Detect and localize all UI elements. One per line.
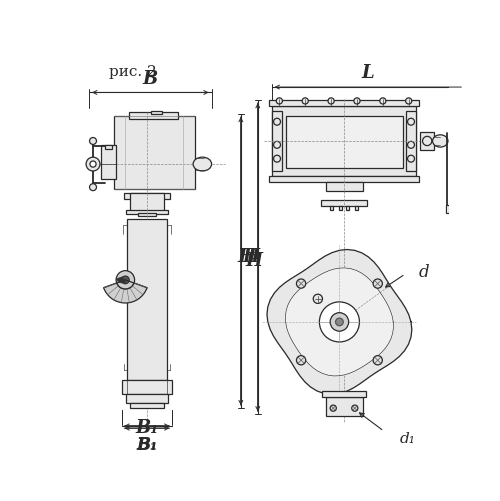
Circle shape <box>320 302 360 342</box>
Text: H: H <box>246 252 262 270</box>
Circle shape <box>86 157 100 171</box>
Circle shape <box>380 98 386 104</box>
Circle shape <box>336 318 344 326</box>
Circle shape <box>328 98 334 104</box>
Bar <box>346 205 348 209</box>
Polygon shape <box>286 268 394 376</box>
Circle shape <box>122 276 129 284</box>
Text: B₁: B₁ <box>136 436 158 453</box>
Circle shape <box>274 155 280 162</box>
Circle shape <box>406 98 412 104</box>
Circle shape <box>274 141 280 148</box>
Text: B: B <box>143 70 158 88</box>
Text: H: H <box>238 248 256 266</box>
Text: рис. 2: рис. 2 <box>109 65 157 79</box>
Text: d₁: d₁ <box>399 432 415 446</box>
Bar <box>127 219 167 380</box>
Bar <box>124 192 170 199</box>
Bar <box>420 132 434 150</box>
Bar <box>129 113 178 119</box>
Text: H: H <box>242 248 260 266</box>
Bar <box>270 100 418 106</box>
Bar <box>326 397 362 416</box>
Circle shape <box>373 356 382 365</box>
Circle shape <box>296 279 306 288</box>
Bar <box>138 212 156 215</box>
Ellipse shape <box>432 135 448 147</box>
Circle shape <box>90 137 96 144</box>
Ellipse shape <box>193 157 212 171</box>
Bar <box>100 145 116 179</box>
Bar <box>340 205 342 209</box>
Circle shape <box>302 98 308 104</box>
Circle shape <box>373 279 382 288</box>
Text: L: L <box>362 65 374 83</box>
Circle shape <box>408 118 414 125</box>
Bar <box>322 391 366 397</box>
Bar <box>104 145 112 149</box>
Circle shape <box>90 184 96 191</box>
Circle shape <box>408 155 414 162</box>
Circle shape <box>116 271 134 289</box>
Bar <box>114 116 194 189</box>
Bar <box>151 111 162 114</box>
Circle shape <box>296 356 306 365</box>
Wedge shape <box>116 277 126 283</box>
Bar <box>126 209 168 214</box>
Circle shape <box>352 405 358 411</box>
Circle shape <box>276 98 282 104</box>
Circle shape <box>354 98 360 104</box>
Text: d: d <box>418 264 429 281</box>
Circle shape <box>90 161 96 167</box>
Bar <box>130 192 164 211</box>
Bar <box>272 106 416 176</box>
Bar <box>406 111 416 171</box>
Bar <box>270 176 418 182</box>
Circle shape <box>422 136 432 146</box>
Bar <box>355 205 358 209</box>
Bar <box>272 111 282 171</box>
Text: B₁: B₁ <box>136 437 158 453</box>
Bar <box>122 380 172 393</box>
Bar <box>330 205 333 209</box>
Polygon shape <box>267 249 412 394</box>
Circle shape <box>330 313 348 331</box>
Bar <box>326 182 362 191</box>
Circle shape <box>330 405 336 411</box>
Bar <box>130 403 164 408</box>
Bar <box>286 116 403 168</box>
Circle shape <box>313 294 322 304</box>
Text: B₁: B₁ <box>136 419 158 437</box>
Bar <box>446 205 449 212</box>
Bar <box>321 200 367 206</box>
Circle shape <box>274 118 280 125</box>
Wedge shape <box>104 283 147 303</box>
Bar <box>126 393 168 403</box>
Circle shape <box>408 141 414 148</box>
